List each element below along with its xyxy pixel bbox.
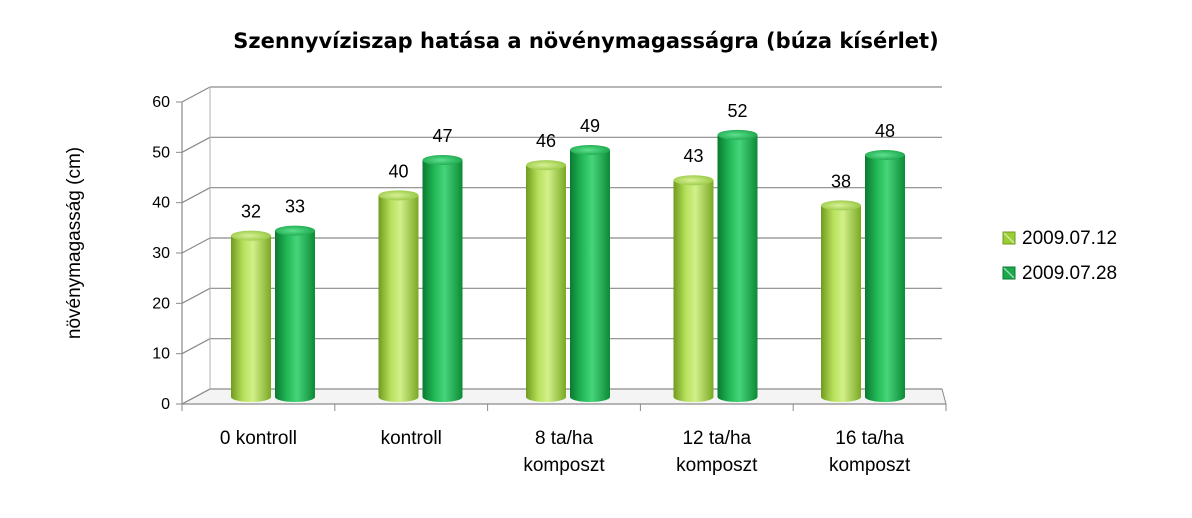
gridline-depth	[181, 86, 211, 103]
data-label: 33	[285, 197, 305, 217]
bar-body	[570, 149, 610, 402]
data-label: 52	[727, 101, 747, 121]
legend-item: 2009.07.12	[1002, 228, 1117, 249]
data-label: 49	[580, 116, 600, 136]
bar	[422, 155, 463, 402]
bar	[526, 160, 566, 402]
bar-cap	[231, 230, 271, 241]
x-category-label: 0 kontroll	[220, 428, 297, 449]
bar	[717, 129, 758, 403]
x-category-label: komposzt	[829, 455, 911, 476]
chart-title: Szennyvíziszap hatása a növénymagasságra…	[233, 29, 938, 53]
gridline-depth	[181, 187, 211, 204]
data-label: 32	[241, 202, 261, 222]
bar	[821, 200, 861, 402]
bar-body	[231, 235, 271, 402]
legend: 2009.07.12 2009.07.28	[1002, 228, 1117, 284]
x-category-label: komposzt	[676, 455, 758, 476]
bar-cap	[570, 144, 610, 155]
data-label: 38	[831, 171, 851, 191]
bar	[275, 225, 315, 402]
bar	[231, 230, 271, 402]
bar-body	[821, 205, 861, 402]
x-category-label: komposzt	[523, 455, 605, 476]
bar-cap	[275, 225, 315, 236]
bar-cap	[821, 200, 861, 211]
data-labels: 32 33 40 47 46 49 43 52 38 48	[241, 101, 895, 222]
bar	[378, 190, 419, 402]
bar-cap	[717, 129, 758, 140]
bar	[865, 150, 905, 402]
data-label: 43	[683, 146, 703, 166]
bar-body	[275, 230, 315, 402]
gridline-depth	[181, 287, 211, 304]
y-tick-label: 60	[152, 94, 170, 111]
bars	[231, 129, 905, 403]
bar-body	[673, 180, 714, 402]
bar-cap	[422, 155, 463, 166]
legend-label: 2009.07.28	[1022, 263, 1117, 284]
y-tick-labels: 0 10 20 30 40 50 60	[152, 94, 170, 413]
bar-cap	[526, 160, 566, 171]
legend-item: 2009.07.28	[1002, 263, 1117, 284]
x-category-labels: 0 kontroll kontroll 8 ta/ha komposzt 12 ta/h…	[220, 428, 911, 476]
bar-cap	[378, 190, 419, 201]
bar-body	[865, 155, 905, 402]
gridline-depth	[181, 237, 211, 254]
bar	[673, 175, 714, 402]
gridline-depth	[181, 338, 211, 355]
legend-label: 2009.07.12	[1022, 228, 1117, 249]
bar-body	[422, 160, 463, 402]
y-tick-label: 30	[152, 245, 170, 262]
data-label: 40	[388, 161, 408, 181]
bar-cap	[673, 175, 714, 186]
data-label: 48	[875, 121, 895, 141]
bar-body	[526, 165, 566, 402]
data-label: 46	[536, 131, 556, 151]
bar-body	[378, 195, 419, 402]
gridline-depth	[181, 388, 211, 405]
y-tick-label: 50	[152, 144, 170, 161]
bar-cap	[865, 150, 905, 160]
y-tick-label: 40	[152, 195, 170, 212]
y-axis-label: növénymagasság (cm)	[64, 147, 85, 339]
gridline-depth	[181, 136, 211, 153]
data-label: 47	[432, 126, 452, 146]
y-tick-label: 20	[152, 295, 170, 312]
y-tick-label: 10	[152, 346, 170, 363]
x-category-label: 16 ta/ha	[835, 428, 904, 449]
x-category-label: 12 ta/ha	[682, 428, 751, 449]
bar	[570, 144, 610, 402]
x-category-label: 8 ta/ha	[535, 428, 594, 449]
y-tick-label: 0	[161, 396, 170, 413]
x-category-label: kontroll	[381, 428, 442, 449]
bar-body	[717, 134, 758, 403]
axes	[176, 87, 947, 411]
